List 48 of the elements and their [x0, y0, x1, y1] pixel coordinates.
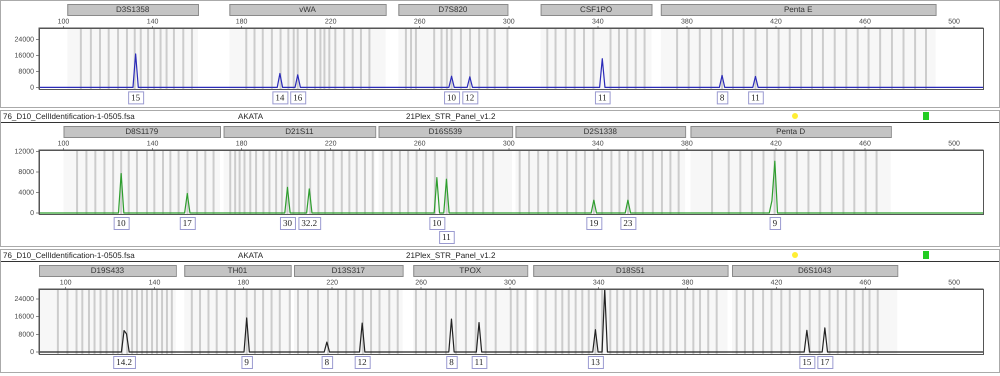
band-label: D18S51: [616, 266, 646, 276]
annotation: 10: [432, 218, 442, 228]
annotation: 11: [442, 232, 451, 242]
text: AKATA: [237, 250, 264, 261]
band-label: D21S11: [285, 127, 314, 136]
annotation: 12: [465, 92, 474, 102]
band-label: vWA: [299, 5, 316, 14]
annotation: 16: [293, 92, 303, 102]
annotation: 23: [623, 218, 633, 228]
band-label: D8S1179: [125, 127, 159, 136]
annotation: 14: [275, 92, 285, 102]
annotation: 15: [802, 356, 812, 367]
annotation: 8: [449, 356, 454, 367]
band-label: D6S1043: [798, 266, 832, 276]
annotation: 11: [474, 356, 484, 367]
annotation: 14.2: [116, 356, 132, 367]
text: 21Plex_STR_Panel_v1.2: [405, 250, 496, 261]
annotation: 8: [324, 356, 330, 367]
annotation: 17: [820, 356, 830, 367]
band-label: D13S317: [332, 266, 366, 276]
annotation: 11: [751, 92, 760, 102]
annotation: 10: [447, 92, 457, 102]
text: 21Plex_STR_Panel_v1.2: [405, 111, 496, 122]
annotation: 8: [720, 92, 725, 102]
annotation: 32.2: [301, 218, 318, 228]
annotation: 19: [589, 218, 599, 228]
text: 76_D10_CellIdentification-1-0505.fsa: [2, 250, 135, 261]
annotation: 15: [131, 92, 141, 102]
text: AKATA: [237, 111, 264, 122]
band-label: Penta D: [776, 127, 806, 136]
band-label: D19S433: [90, 266, 125, 276]
annotation: 13: [590, 356, 600, 367]
band-label: D3S1358: [116, 5, 150, 14]
band-label: Penta E: [784, 5, 812, 14]
annotation: 30: [282, 218, 292, 228]
band-label: TPOX: [459, 266, 482, 276]
annotation: 11: [598, 92, 607, 102]
band-label: D7S820: [438, 5, 468, 14]
band-label: D16S539: [428, 127, 463, 136]
annotation: 17: [182, 218, 192, 228]
band-label: TH01: [228, 266, 248, 276]
band-label: CSF1PO: [580, 5, 612, 14]
text: 76_D10_CellIdentification-1-0505.fsa: [2, 111, 135, 122]
annotation: 9: [244, 356, 250, 367]
annotation: 10: [116, 218, 126, 228]
band-label: D2S1338: [584, 127, 618, 136]
annotation: 12: [358, 356, 367, 367]
annotation: 9: [772, 218, 778, 228]
